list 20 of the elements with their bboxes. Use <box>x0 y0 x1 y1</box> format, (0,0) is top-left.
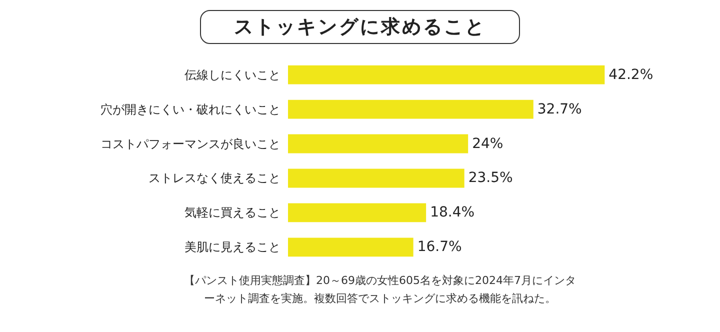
data-label: 23.5% <box>468 170 513 186</box>
y-tick-label: 美肌に見えること <box>184 240 280 254</box>
data-label: 24% <box>472 136 504 152</box>
bar <box>288 134 468 154</box>
chart-title: ストッキングに求めること <box>200 10 520 44</box>
bar <box>288 203 426 222</box>
bar <box>288 238 414 257</box>
bar <box>288 65 605 84</box>
data-label: 18.4% <box>430 204 475 221</box>
y-tick-label: 気軽に買えること <box>184 206 280 220</box>
y-tick-label: コストパフォーマンスが良いこと <box>100 136 280 151</box>
bar <box>288 168 464 188</box>
data-label: 42.2% <box>608 66 654 83</box>
text: 【パンスト使用実態調査】20～69歳の女性605名を対象に2024年7月にインターネット調査を実施。複数回答でストッキングに求める機能を訊ねた。 <box>183 273 577 307</box>
y-tick-label: 伝線しにくいこと <box>184 68 280 82</box>
y-tick-label: 穴が開きにくい・破れにくいこと <box>100 102 280 116</box>
y-tick-label: ストレスなく使えること <box>148 171 280 186</box>
data-label: 16.7% <box>417 239 462 256</box>
data-label: 32.7% <box>537 101 582 118</box>
bar <box>288 100 534 119</box>
